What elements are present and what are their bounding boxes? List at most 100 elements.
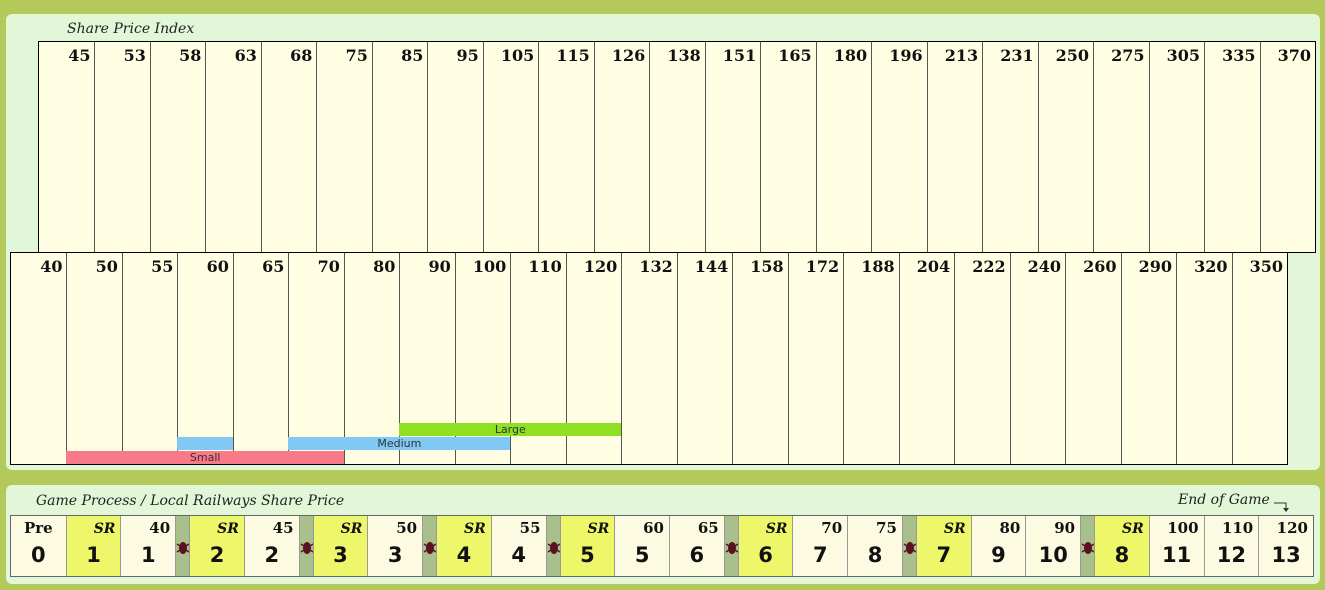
share-price-value: 50 <box>95 257 118 276</box>
end-of-game-label: End of Game <box>1178 492 1270 508</box>
share-price-value: 158 <box>750 257 784 276</box>
lower-cell[interactable]: 50 <box>66 253 121 464</box>
upper-cell[interactable]: 126 <box>593 42 649 252</box>
lower-cell[interactable]: 65 <box>232 253 288 464</box>
share-price-value: 120 <box>583 257 618 276</box>
upper-cell[interactable]: 196 <box>871 42 926 252</box>
operating-round-step[interactable]: 100 11 <box>1148 516 1204 576</box>
operating-round-step[interactable]: 50 3 <box>367 516 422 576</box>
lower-cell[interactable]: 158 <box>732 253 787 464</box>
lower-cell[interactable]: 120 <box>565 253 621 464</box>
stock-round-step[interactable]: SR 6 <box>737 516 793 576</box>
share-price-value: 68 <box>290 46 313 65</box>
share-price-value: 305 <box>1166 46 1201 65</box>
upper-cell[interactable]: 115 <box>538 42 593 252</box>
upper-cell[interactable]: 275 <box>1093 42 1148 252</box>
upper-cell[interactable]: 180 <box>815 42 871 252</box>
upper-cell[interactable]: 95 <box>427 42 482 252</box>
step-number: 7 <box>813 543 828 567</box>
lower-cell[interactable]: 320 <box>1176 253 1231 464</box>
upper-cell[interactable]: 231 <box>982 42 1037 252</box>
share-price-value: 250 <box>1055 46 1090 65</box>
lower-cell[interactable]: 70 <box>288 253 343 464</box>
share-price-upper-row: 45 53 58 63 68 75 85 95 105 115 126 138 151 165 180 196… <box>38 41 1316 253</box>
band-medium: Medium <box>288 437 511 450</box>
lower-cell[interactable]: 222 <box>954 253 1009 464</box>
upper-cell[interactable]: 213 <box>926 42 982 252</box>
step-label: 45 <box>272 519 294 537</box>
step-label: 65 <box>697 519 719 537</box>
lower-cell[interactable]: 240 <box>1009 253 1065 464</box>
stock-round-step[interactable]: SR 1 <box>65 516 121 576</box>
step-number: 2 <box>264 543 280 567</box>
stock-round-step[interactable]: SR 5 <box>559 516 615 576</box>
lower-cell[interactable]: 350 <box>1231 253 1287 464</box>
phase-separator <box>901 516 917 576</box>
step-label: 75 <box>876 519 897 537</box>
lower-cell[interactable]: 90 <box>399 253 454 464</box>
upper-cell[interactable]: 151 <box>704 42 760 252</box>
share-price-value: 350 <box>1249 257 1283 276</box>
stock-round-step[interactable]: SR 7 <box>915 516 971 576</box>
operating-round-step[interactable]: 45 2 <box>243 516 299 576</box>
share-price-value: 222 <box>972 257 1006 276</box>
lower-cell[interactable]: 144 <box>676 253 732 464</box>
share-price-value: 65 <box>262 257 285 276</box>
operating-round-step[interactable]: 60 5 <box>614 516 669 576</box>
operating-round-step[interactable]: 65 6 <box>669 516 724 576</box>
operating-round-step[interactable]: 80 9 <box>970 516 1026 576</box>
lower-cell[interactable]: 80 <box>343 253 399 464</box>
operating-round-step[interactable]: 70 7 <box>792 516 847 576</box>
share-price-panel: Share Price Index 45 53 58 63 68 75 85 95 105 115… <box>6 14 1320 470</box>
upper-cell[interactable]: 138 <box>649 42 704 252</box>
upper-cell[interactable]: 305 <box>1148 42 1204 252</box>
upper-cell[interactable]: 85 <box>371 42 427 252</box>
pre-step[interactable]: Pre 0 <box>11 516 66 576</box>
step-label: 80 <box>999 519 1021 537</box>
operating-round-step[interactable]: 40 1 <box>120 516 175 576</box>
stock-round-step[interactable]: SR 4 <box>436 516 491 576</box>
step-number: 7 <box>936 543 952 567</box>
operating-round-step[interactable]: 110 12 <box>1203 516 1259 576</box>
game-process-title: Game Process / Local Railways Share Pric… <box>36 493 345 509</box>
step-number: 8 <box>867 543 883 567</box>
train-icon <box>903 542 917 554</box>
upper-cell[interactable]: 165 <box>760 42 815 252</box>
operating-round-step[interactable]: 120 13 <box>1258 516 1313 576</box>
lower-cell[interactable]: 204 <box>898 253 954 464</box>
lower-cell[interactable]: 172 <box>787 253 843 464</box>
phase-separator <box>545 516 560 576</box>
operating-round-step[interactable]: 55 4 <box>490 516 546 576</box>
lower-cell[interactable]: 55 <box>121 253 177 464</box>
stock-round-step[interactable]: SR 8 <box>1094 516 1149 576</box>
lower-cell[interactable]: 260 <box>1065 253 1120 464</box>
share-price-value: 105 <box>500 46 535 65</box>
operating-round-step[interactable]: 90 10 <box>1025 516 1080 576</box>
upper-cell[interactable]: 370 <box>1259 42 1315 252</box>
step-label: SR <box>943 521 966 537</box>
stock-round-step[interactable]: SR 3 <box>312 516 368 576</box>
upper-cell[interactable]: 53 <box>94 42 149 252</box>
share-price-value: 231 <box>1000 46 1034 65</box>
lower-cell[interactable]: 132 <box>621 253 676 464</box>
upper-cell[interactable]: 335 <box>1204 42 1259 252</box>
stock-round-step[interactable]: SR 2 <box>189 516 244 576</box>
band-large: Large <box>399 423 622 436</box>
share-price-value: 75 <box>345 46 368 65</box>
lower-cell[interactable]: 188 <box>843 253 898 464</box>
upper-cell[interactable]: 58 <box>149 42 205 252</box>
upper-cell[interactable]: 63 <box>205 42 260 252</box>
lower-cell[interactable]: 60 <box>177 253 232 464</box>
upper-cell[interactable]: 75 <box>316 42 371 252</box>
operating-round-step[interactable]: 75 8 <box>847 516 902 576</box>
lower-cell[interactable]: 290 <box>1120 253 1176 464</box>
lower-cell[interactable]: 40 <box>11 253 66 464</box>
lower-cell[interactable]: 100 <box>454 253 510 464</box>
step-label: 100 <box>1167 519 1199 537</box>
upper-cell[interactable]: 250 <box>1037 42 1093 252</box>
upper-cell[interactable]: 68 <box>260 42 316 252</box>
upper-cell[interactable]: 105 <box>482 42 538 252</box>
upper-cell[interactable]: 45 <box>39 42 94 252</box>
share-price-value: 110 <box>528 257 562 276</box>
lower-cell[interactable]: 110 <box>510 253 565 464</box>
